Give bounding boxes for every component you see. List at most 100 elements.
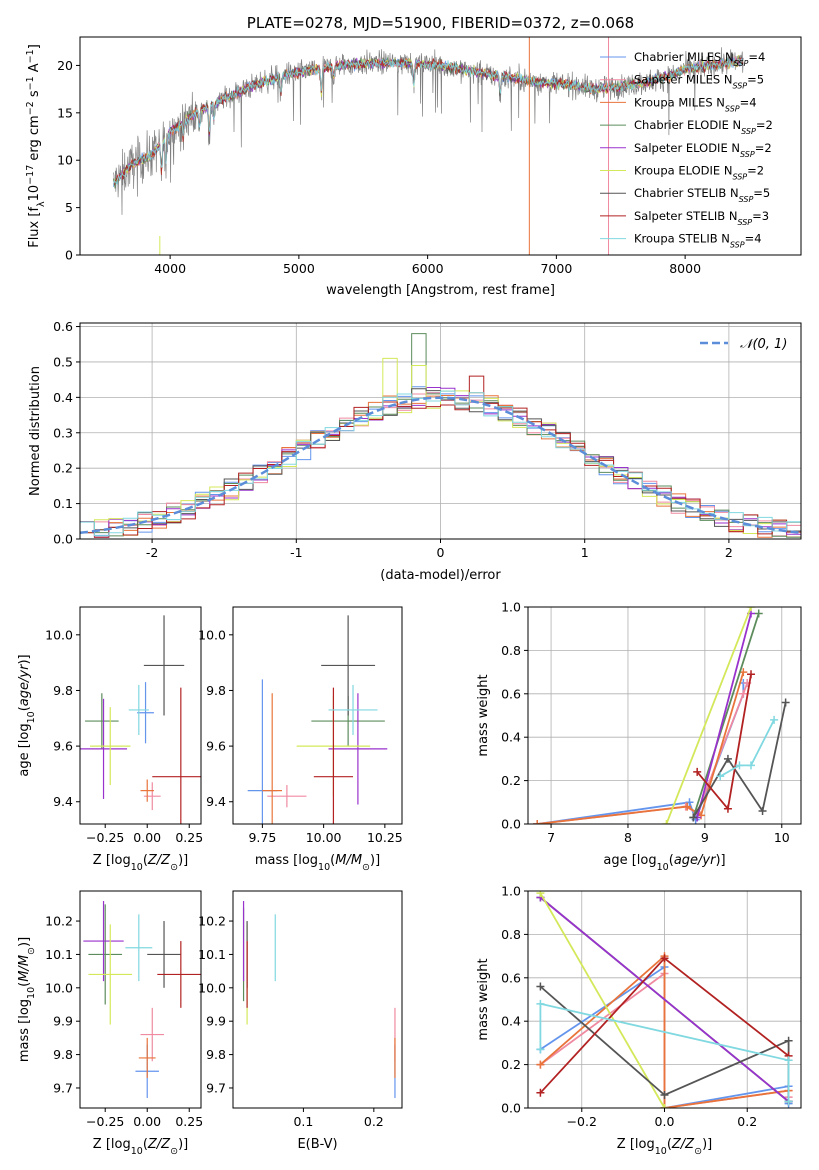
legend-entry: Kroupa MILES NSSP=4 (634, 95, 757, 113)
y-tick-label: 0.2 (53, 461, 73, 476)
x-tick-label: −0.25 (86, 830, 124, 845)
mass-weight-line (537, 671, 745, 824)
y-tick-label: 10.2 (198, 914, 226, 929)
mass-weight-line (692, 613, 760, 818)
x-axis-label: E(B-V) (297, 1137, 337, 1152)
mass-weight-line (537, 682, 749, 824)
residual-histogram (80, 375, 801, 538)
plot-area (533, 607, 790, 824)
axes-frame (527, 890, 802, 1109)
y-tick-label: 10.2 (45, 914, 73, 929)
mass-weight-marker (747, 761, 756, 770)
y-tick-label: 10.0 (45, 980, 73, 995)
y-tick-label: 0.4 (53, 390, 73, 405)
x-tick-label: -2 (146, 545, 158, 560)
y-tick-label: 9.4 (206, 794, 226, 809)
y-tick-label: 0.6 (53, 319, 73, 334)
x-tick-label: 8000 (669, 261, 701, 276)
x-tick-label: 0.25 (175, 830, 203, 845)
mass-weight-marker (693, 767, 702, 776)
x-tick-label: 9.75 (248, 830, 276, 845)
y-tick-label: 9.6 (53, 739, 73, 754)
x-axis-label: age [log10(age/yr)] (603, 853, 725, 873)
chart-title: PLATE=0278, MJD=51900, FIBERID=0372, z=0… (247, 14, 634, 32)
panel-spectrum: 4000 5000 6000 7000 8000 0 5 10 15 20 PLATE=0278, … (25, 14, 802, 298)
y-axis-label: mass weight (476, 674, 491, 756)
y-tick-label: 0.1 (53, 496, 73, 511)
y-tick-label: 9.9 (53, 1014, 73, 1029)
x-tick-label: 10.25 (367, 830, 403, 845)
mass-weight-marker (781, 698, 790, 707)
y-axis-label: mass weight (476, 958, 491, 1040)
mass-weight-marker (536, 982, 545, 991)
mass-weight-line (719, 719, 775, 778)
x-tick-label: 0.25 (175, 1114, 203, 1129)
mass-weight-marker (723, 804, 732, 813)
y-tick-label: 5 (65, 200, 73, 215)
mass-weight-marker (770, 715, 779, 724)
y-axis-label: Normed distribution (28, 366, 43, 496)
plot-area (113, 37, 744, 255)
panel-residuals: -2 -1 0 1 2 0.0 0.1 0.2 0.3 0.4 0.5 0.6 𝒩(0, 1) (data… (28, 319, 802, 583)
axes-frame (79, 36, 802, 256)
x-tick-label: 9 (701, 830, 709, 845)
mass-weight-marker (536, 1088, 545, 1097)
y-tick-label: 9.8 (53, 683, 73, 698)
y-tick-label: 9.6 (206, 739, 226, 754)
legend-entry: Salpeter MILES NSSP=5 (634, 73, 764, 91)
mass-weight-marker (723, 754, 732, 763)
y-tick-label: 1.0 (501, 884, 521, 899)
y-axis-label: age [log10(age/yr)] (17, 654, 37, 776)
panel-mass-weight-vs-Z: −0.2 0.0 0.2 0.0 0.2 0.4 0.6 0.8 1.0 Z [log10(Z/Z… (476, 884, 802, 1157)
mass-weight-marker (660, 1090, 669, 1099)
plot-area (247, 615, 388, 824)
mass-weight-marker (747, 670, 756, 679)
y-tick-label: 10.0 (198, 980, 226, 995)
normal-curve (80, 396, 801, 535)
y-tick-label: 0.4 (501, 1014, 521, 1029)
mass-weight-marker (685, 798, 694, 807)
x-tick-label: 10 (774, 830, 790, 845)
axes-frame (527, 606, 802, 825)
mass-weight-marker (689, 813, 698, 822)
mass-weight-marker (536, 999, 545, 1008)
y-tick-label: 9.8 (53, 1047, 73, 1062)
x-axis-label: (data-model)/error (380, 568, 501, 583)
y-tick-label: 0.2 (501, 1057, 521, 1072)
x-tick-label: 1 (581, 545, 589, 560)
mass-weight-line (539, 892, 666, 1108)
mass-weight-marker (716, 772, 725, 781)
y-tick-label: 0.0 (501, 817, 521, 832)
x-tick-label: 4000 (154, 261, 186, 276)
y-tick-label: 20 (57, 58, 73, 73)
y-tick-label: 1.0 (501, 600, 521, 615)
y-tick-label: 0.6 (501, 970, 521, 985)
x-tick-label: 0.2 (737, 1114, 757, 1129)
panel-mass-weight-vs-age: 7 8 9 10 0.0 0.2 0.4 0.6 0.8 1.0 age [log10(age/yr… (476, 600, 802, 873)
legend-entry: Chabrier STELIB NSSP=5 (634, 186, 770, 204)
y-tick-label: 0 (65, 248, 73, 263)
y-tick-label: 9.8 (206, 1047, 226, 1062)
x-tick-label: 2 (725, 545, 733, 560)
plot-area (80, 333, 801, 538)
x-tick-label: 10.00 (306, 830, 342, 845)
x-axis-label: Z [log10(Z/Z⊙)] (93, 1137, 188, 1157)
mass-weight-line (539, 1002, 790, 1102)
mass-weight-marker (536, 891, 545, 898)
x-tick-label: 0.00 (133, 830, 161, 845)
legend-entry: Salpeter STELIB NSSP=3 (634, 209, 769, 227)
x-tick-label: 7 (547, 830, 555, 845)
legend-entry: 𝒩(0, 1) (740, 337, 787, 352)
mass-weight-line (539, 896, 790, 1103)
plot-area (536, 891, 793, 1108)
y-tick-label: 0.0 (501, 1101, 521, 1116)
x-tick-label: 7000 (540, 261, 572, 276)
panel-mass-vs-Z: −0.25 0.00 0.25 9.7 9.8 9.9 10.0 10.1 10.2 Z [log… (17, 890, 203, 1157)
x-tick-label: 0.1 (293, 1114, 313, 1129)
y-tick-label: 15 (57, 105, 73, 120)
plot-area (242, 901, 396, 1098)
mass-weight-marker (739, 689, 748, 698)
mass-weight-marker (754, 609, 763, 618)
y-tick-label: 10.1 (198, 947, 226, 962)
